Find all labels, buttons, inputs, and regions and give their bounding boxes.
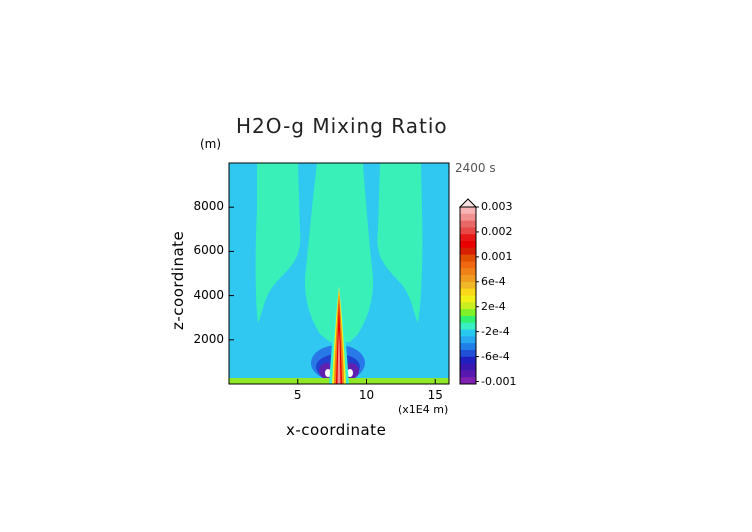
colorbar-tick-label: 0.001 bbox=[481, 249, 513, 263]
colorbar-segment bbox=[460, 322, 476, 331]
colorbar-segment bbox=[460, 254, 476, 262]
moist-region-left bbox=[255, 163, 301, 323]
x-tick-label: 10 bbox=[358, 388, 375, 402]
y-unit-label: (m) bbox=[200, 137, 222, 151]
colorbar-tick-label: -0.001 bbox=[481, 374, 517, 388]
colorbar-segment bbox=[460, 377, 476, 385]
tick-marks bbox=[229, 206, 436, 384]
y-axis-label: z-coordinate bbox=[169, 230, 187, 330]
x-unit-label: (x1E4 m) bbox=[398, 403, 449, 416]
colorbar-segment bbox=[460, 356, 476, 365]
colorbar-tick-label: -2e-4 bbox=[481, 324, 510, 338]
colorbar-segment bbox=[460, 268, 476, 276]
colorbar-frame bbox=[459, 206, 477, 385]
colorbar-segment bbox=[460, 247, 476, 256]
colorbar-extend-arrow bbox=[458, 198, 478, 208]
colorbar-segment bbox=[460, 207, 476, 215]
colorbar-segment bbox=[460, 315, 476, 324]
y-tick-label: 2000 bbox=[193, 331, 224, 346]
colorbar-segment bbox=[460, 275, 476, 283]
dry-core-left bbox=[325, 369, 331, 377]
colorbar-tick-label: 2e-4 bbox=[481, 299, 506, 313]
colorbar-tick-label: 0.002 bbox=[481, 224, 513, 238]
colorbar-segment bbox=[460, 349, 476, 358]
chart-title: H2O-g Mixing Ratio bbox=[236, 114, 448, 138]
x-tick-label: 15 bbox=[427, 388, 443, 402]
colorbar bbox=[458, 198, 479, 385]
colorbar-segment bbox=[460, 227, 476, 235]
dry-core-right bbox=[347, 369, 353, 377]
colorbar-segment bbox=[460, 343, 476, 351]
moist-region-center bbox=[304, 163, 374, 342]
colorbar-segment bbox=[460, 370, 476, 378]
colorbar-tick-label: 6e-4 bbox=[481, 274, 506, 288]
colorbar-segment bbox=[460, 309, 476, 317]
colorbar-segment bbox=[460, 234, 476, 242]
colorbar-segment bbox=[460, 295, 476, 303]
heatmap-plot-area bbox=[229, 163, 449, 384]
x-tick-label: 5 bbox=[293, 388, 302, 402]
colorbar-tick-label: -6e-4 bbox=[481, 349, 510, 363]
x-axis-label: x-coordinate bbox=[286, 421, 387, 439]
plume-level-5 bbox=[337, 330, 341, 384]
colorbar-segment bbox=[460, 281, 476, 290]
colorbar-tick-label: 0.003 bbox=[481, 200, 513, 213]
colorbar-segment bbox=[460, 329, 476, 337]
plot-frame bbox=[228, 162, 450, 385]
y-tick-label: 4000 bbox=[193, 287, 224, 302]
colorbar-segment bbox=[460, 336, 476, 344]
colorbar-segment bbox=[460, 302, 476, 310]
colorbar-segment bbox=[460, 288, 476, 296]
colorbar-segment bbox=[460, 261, 476, 269]
y-tick-label: 8000 bbox=[193, 199, 224, 214]
time-label: 2400 s bbox=[455, 161, 496, 175]
y-tick-label: 6000 bbox=[193, 243, 224, 258]
colorbar-segment bbox=[460, 363, 476, 371]
colorbar-segment bbox=[460, 220, 476, 228]
colorbar-segment bbox=[460, 213, 476, 222]
colorbar-segment bbox=[460, 241, 476, 249]
moist-region-right bbox=[377, 163, 423, 323]
